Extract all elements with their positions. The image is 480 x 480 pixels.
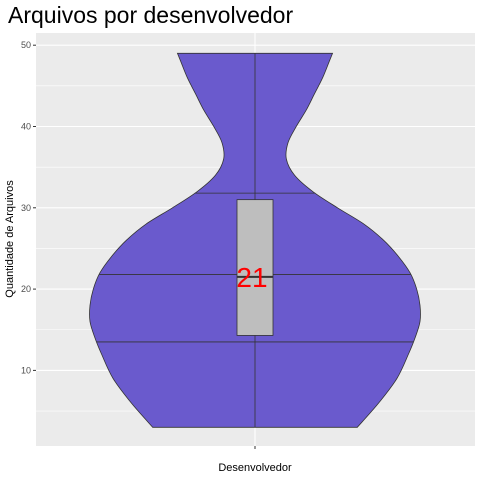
box-iqr — [236, 199, 274, 336]
y-tick-label: 30 — [21, 203, 31, 213]
y-axis: 10 20 30 40 50 — [21, 40, 36, 375]
y-tick-label: 40 — [21, 121, 31, 131]
y-tick-label: 10 — [21, 365, 31, 375]
x-axis-title: Desenvolvedor — [218, 462, 292, 474]
chart-title: Arquivos por desenvolvedor — [8, 2, 293, 28]
chart-marks: 21 — [89, 52, 421, 428]
y-axis-title: Quantidade de Arquivos — [4, 180, 16, 298]
median-data-label: 21 — [236, 262, 267, 293]
y-tick-label: 50 — [21, 40, 31, 50]
y-tick-label: 20 — [21, 284, 31, 294]
